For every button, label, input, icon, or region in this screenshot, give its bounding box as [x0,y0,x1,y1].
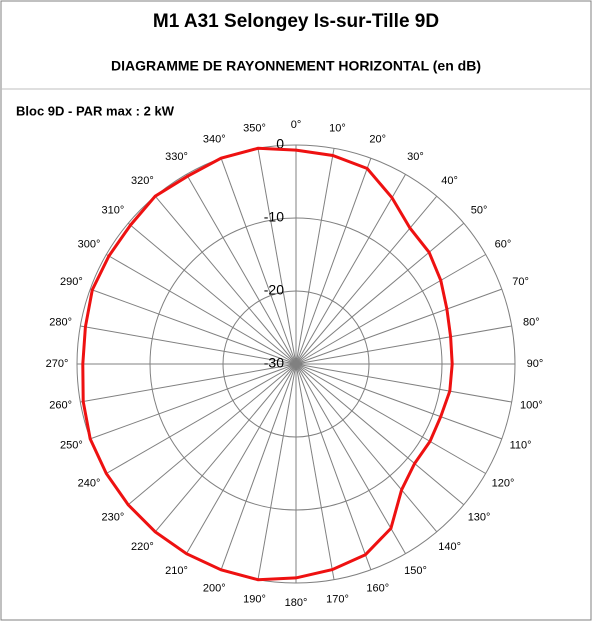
grid-ring [149,217,443,511]
spoke [220,158,297,365]
angle-label: 80° [523,316,540,328]
angle-label: 10° [329,123,346,135]
spoke [90,288,297,365]
angle-label: 290° [60,276,83,288]
chart-title: M1 A31 Selongey Is-sur-Tille 9D [153,11,439,32]
angle-label: 150° [404,565,427,577]
angle-label: 210° [165,565,188,577]
angle-label: 120° [492,477,515,489]
spoke [257,148,297,365]
angle-label: 180° [285,597,308,609]
r-tick-label: -10 [264,209,284,225]
angle-label: 160° [366,582,389,594]
angle-label: 100° [520,399,543,411]
spoke [295,363,486,474]
spoke [295,222,465,365]
angle-label: 300° [78,238,101,250]
spoke [220,363,297,570]
angle-label: 190° [243,593,266,605]
angle-label: 270° [46,358,69,370]
spoke [295,363,372,570]
grid-ring [76,144,516,584]
series-line [81,146,454,582]
angle-label: 70° [512,276,529,288]
spoke [80,363,297,403]
grid-ring [222,290,370,438]
angle-label: 140° [438,541,461,553]
spoke [295,288,502,365]
spoke [154,195,297,365]
angle-label: 340° [203,133,226,145]
spoke [106,363,297,474]
spoke [127,363,297,506]
spoke [295,158,372,365]
angle-label: 230° [102,512,125,524]
angle-label: 60° [495,238,512,250]
chart-subtitle: DIAGRAMME DE RAYONNEMENT HORIZONTAL (en … [111,58,481,74]
angle-label: 30° [407,151,424,163]
r-tick-label: 0 [276,136,284,152]
spoke [295,195,438,365]
spoke [295,174,406,365]
spoke [257,363,297,580]
spoke [295,363,406,554]
spoke [295,363,335,580]
spoke [295,148,335,365]
angle-label: 330° [165,151,188,163]
spoke [80,325,297,365]
angle-label: 170° [326,593,349,605]
r-tick-label: -30 [264,355,284,371]
spoke [295,363,512,403]
angle-label: 0° [291,119,302,131]
spoke [295,254,486,365]
angle-label: 320° [131,175,154,187]
angle-label: 110° [510,440,532,452]
spoke [295,363,465,506]
spoke [90,363,297,440]
angle-label: 50° [471,204,488,216]
angle-label: 260° [49,399,72,411]
angle-label: 90° [527,358,544,370]
angle-label: 310° [102,204,125,216]
spoke [154,363,297,533]
angle-label: 220° [131,541,154,553]
legend-entry: Bloc 9D - PAR max : 2 kW [16,103,175,118]
spoke [106,254,297,365]
spoke [186,174,297,365]
spoke [295,363,438,533]
angle-label: 130° [468,512,491,524]
r-tick-label: -20 [264,282,284,298]
angle-label: 280° [49,316,72,328]
angle-label: 20° [369,133,386,145]
angle-label: 250° [60,440,83,452]
spoke [186,363,297,554]
angle-label: 200° [203,582,226,594]
angle-label: 40° [441,175,458,187]
spoke [295,363,502,440]
spoke [295,325,512,365]
spoke [127,222,297,365]
angle-label: 240° [78,477,101,489]
angle-label: 350° [243,123,266,135]
